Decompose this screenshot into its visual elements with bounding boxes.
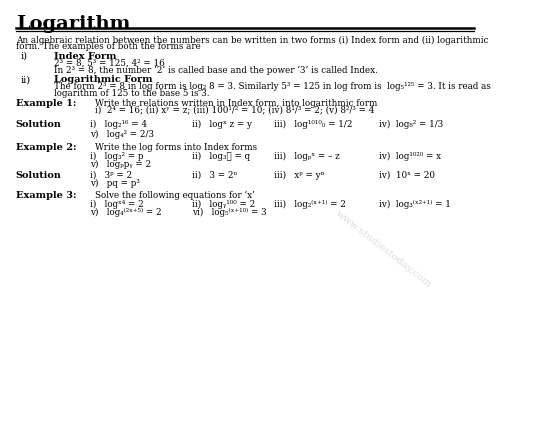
Text: v)   pq = p³: v) pq = p³ [90,179,140,188]
Text: i): i) [21,51,28,60]
Text: Example 3:: Example 3: [16,191,76,200]
Text: v)   log₄² = 2/3: v) log₄² = 2/3 [90,130,154,139]
Text: www.studiestoday.com: www.studiestoday.com [334,208,433,289]
Text: In 2³ = 8, the number ‘2’ is called base and the power ‘3’ is called Index.: In 2³ = 8, the number ‘2’ is called base… [54,65,378,75]
Text: i)  2⁴ = 16; (ii) xʸ = z; (iii) 100¹/² = 10; (iv) 8¹/³ = 2; (v) 8²/³ = 4: i) 2⁴ = 16; (ii) xʸ = z; (iii) 100¹/² = … [95,106,374,115]
Text: logarithm of 125 to the base 5 is 3.: logarithm of 125 to the base 5 is 3. [54,89,209,98]
Text: iii)   log₂⁽ˣ⁺¹⁾ = 2: iii) log₂⁽ˣ⁺¹⁾ = 2 [274,199,345,209]
Text: v)   logₚpᵧ = 2: v) logₚpᵧ = 2 [90,160,151,169]
Text: Solution: Solution [16,120,61,129]
Text: ii)   logˣ z = y: ii) logˣ z = y [193,120,252,129]
Text: iv)  10ˣ = 20: iv) 10ˣ = 20 [379,171,435,180]
Text: Logarithm: Logarithm [16,15,130,33]
Text: Write the relations written in Index form, into logarithmic form: Write the relations written in Index for… [95,99,377,108]
Text: vi)   log₅⁽ˣ⁺¹⁰⁾ = 3: vi) log₅⁽ˣ⁺¹⁰⁾ = 3 [193,208,267,218]
Text: Example 1:: Example 1: [16,99,76,108]
Text: i)   logˣ⁴ = 2: i) logˣ⁴ = 2 [90,199,144,208]
Text: iv)  log₈² = 1/3: iv) log₈² = 1/3 [379,120,443,129]
Text: i)   3ᵖ = 2: i) 3ᵖ = 2 [90,171,132,180]
Text: iii)   log¹⁰¹⁰₀ = 1/2: iii) log¹⁰¹⁰₀ = 1/2 [274,120,352,129]
Text: ii)   log₃ᵱ = q: ii) log₃ᵱ = q [193,151,251,160]
Text: iii)   xᵖ = yᶛ: iii) xᵖ = yᶛ [274,171,324,180]
Text: iii)   logₚˣ = – z: iii) logₚˣ = – z [274,151,339,160]
Text: iv)  log¹⁰²⁰ = x: iv) log¹⁰²⁰ = x [379,151,441,160]
Text: i)   log₃² = p: i) log₃² = p [90,151,143,160]
Text: Example 2:: Example 2: [16,143,76,152]
Text: Index Form: Index Form [54,51,116,60]
Text: The form 2³ = 8 in log form is log₂ 8 = 3. Similarly 5³ = 125 in log from is  lo: The form 2³ = 8 in log form is log₂ 8 = … [54,82,491,91]
Text: 2³ = 8, 5³ = 125, 4² = 16: 2³ = 8, 5³ = 125, 4² = 16 [54,58,165,67]
Text: Solve the following equations for ‘x’: Solve the following equations for ‘x’ [95,191,255,200]
Text: iv)  log₃⁽ˣ²⁺¹⁾ = 1: iv) log₃⁽ˣ²⁺¹⁾ = 1 [379,199,450,209]
Text: ii): ii) [21,75,30,84]
Text: ii)   3 = 2ᶛ: ii) 3 = 2ᶛ [193,171,238,180]
Text: i)   log₂¹⁶ = 4: i) log₂¹⁶ = 4 [90,120,147,129]
Text: Write the log forms into Index forms: Write the log forms into Index forms [95,143,257,152]
Text: form. The examples of both the forms are: form. The examples of both the forms are [16,42,201,51]
Text: Logarithmic Form: Logarithmic Form [54,75,152,84]
Text: ii)   logᵧ¹⁰⁰ = 2: ii) logᵧ¹⁰⁰ = 2 [193,199,256,208]
Text: An algebraic relation between the numbers can be written in two forms (i) Index : An algebraic relation between the number… [16,36,488,45]
Text: Solution: Solution [16,171,61,180]
Text: v)   log₄⁽²ˣ⁺⁵⁾ = 2: v) log₄⁽²ˣ⁺⁵⁾ = 2 [90,208,162,218]
